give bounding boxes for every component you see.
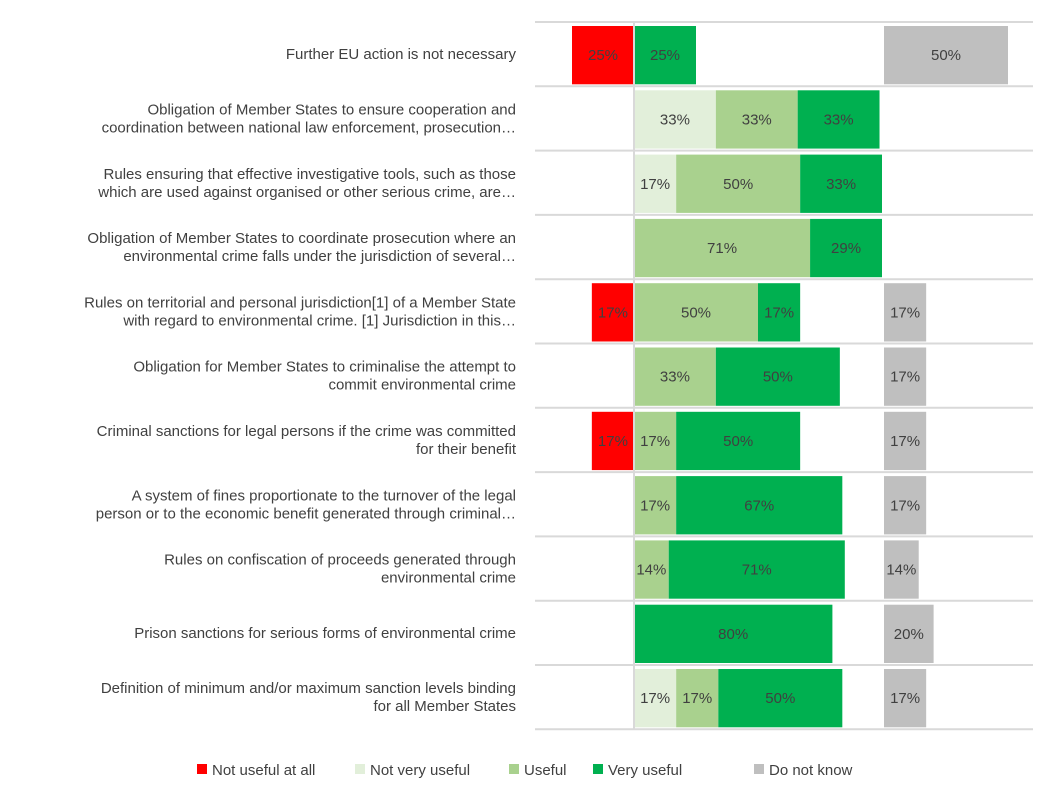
data-label: 17% — [598, 304, 628, 321]
bar-very-useful — [715, 347, 840, 406]
bar-useful — [634, 476, 677, 535]
bar-do-not-know — [884, 604, 934, 663]
data-label: 17% — [890, 433, 920, 450]
category-label: Criminal sanctions for legal persons if … — [97, 423, 517, 458]
data-label: 25% — [650, 47, 680, 64]
bar-not-very-useful — [634, 154, 677, 213]
data-label: 17% — [640, 497, 670, 514]
legend-label: Very useful — [608, 762, 682, 779]
data-label: 17% — [640, 176, 670, 193]
data-label: 67% — [744, 497, 774, 514]
data-label: 50% — [931, 47, 961, 64]
bar-do-not-know — [884, 540, 919, 599]
bar-very-useful — [676, 411, 801, 471]
data-label: 33% — [660, 111, 690, 128]
bar-useful — [676, 669, 719, 728]
bar-very-useful — [634, 604, 833, 663]
data-label: 33% — [742, 111, 772, 128]
legend-label: Not useful at all — [212, 762, 315, 779]
category-label: Rules on territorial and personal jurisd… — [84, 294, 516, 329]
legend-swatch — [509, 764, 519, 774]
data-label: 33% — [660, 369, 690, 386]
data-label: 50% — [723, 176, 753, 193]
category-label: Rules on confiscation of proceeds genera… — [164, 552, 516, 587]
data-label: 33% — [826, 176, 856, 193]
bar-not-very-useful — [634, 669, 677, 728]
category-label: Rules ensuring that effective investigat… — [97, 166, 516, 201]
data-label: 17% — [640, 690, 670, 707]
legend-label: Useful — [524, 762, 567, 779]
bar-not-very-useful — [634, 90, 716, 149]
bar-do-not-know — [884, 283, 927, 342]
legend-swatch — [593, 764, 603, 774]
bar-not-useful-at-all — [572, 26, 634, 85]
data-label: 17% — [890, 304, 920, 321]
bar-useful — [634, 347, 716, 406]
category-label: Obligation for Member States to criminal… — [133, 359, 516, 394]
data-label: 14% — [636, 562, 666, 579]
category-label: Obligation of Member States to coordinat… — [87, 230, 516, 265]
bar-very-useful — [758, 283, 801, 342]
bar-very-useful — [676, 476, 843, 535]
category-label: A system of fines proportionate to the t… — [96, 487, 516, 522]
data-label: 17% — [682, 690, 712, 707]
bar-very-useful — [797, 90, 880, 149]
bar-not-useful-at-all — [591, 283, 634, 342]
data-label: 17% — [640, 433, 670, 450]
data-label: 50% — [765, 690, 795, 707]
data-label: 50% — [681, 304, 711, 321]
bar-very-useful — [800, 154, 882, 213]
bar-do-not-know — [884, 347, 927, 406]
bar-useful — [634, 218, 811, 278]
data-label: 29% — [831, 240, 861, 257]
data-label: 17% — [890, 690, 920, 707]
data-label: 17% — [764, 304, 794, 321]
category-label: Definition of minimum and/or maximum san… — [101, 680, 516, 715]
data-label: 17% — [890, 497, 920, 514]
legend-swatch — [754, 764, 764, 774]
data-label: 17% — [598, 433, 628, 450]
data-label: 25% — [588, 47, 618, 64]
bar-do-not-know — [884, 476, 927, 535]
data-label: 50% — [723, 433, 753, 450]
bar-very-useful — [668, 540, 845, 599]
category-label: Prison sanctions for serious forms of en… — [134, 625, 516, 642]
bar-do-not-know — [884, 669, 927, 728]
bar-very-useful — [810, 218, 882, 278]
bar-useful — [634, 283, 758, 342]
bar-do-not-know — [884, 26, 1008, 85]
bar-useful — [676, 154, 801, 213]
data-label: 80% — [718, 626, 748, 643]
data-label: 14% — [886, 562, 916, 579]
data-label: 20% — [894, 626, 924, 643]
bar-useful — [634, 411, 677, 471]
bar-useful — [634, 540, 669, 599]
data-label: 71% — [742, 562, 772, 579]
bar-not-useful-at-all — [591, 411, 634, 471]
data-label: 71% — [707, 240, 737, 257]
bar-useful — [715, 90, 798, 149]
bar-do-not-know — [884, 411, 927, 471]
bar-very-useful — [634, 26, 696, 85]
data-label: 17% — [890, 369, 920, 386]
legend-label: Not very useful — [370, 762, 470, 779]
bar-very-useful — [718, 669, 843, 728]
data-label: 33% — [824, 111, 854, 128]
legend-label: Do not know — [769, 762, 853, 779]
category-label: Further EU action is not necessary — [286, 46, 517, 63]
category-label: Obligation of Member States to ensure co… — [102, 101, 516, 136]
legend-swatch — [197, 764, 207, 774]
data-label: 50% — [763, 369, 793, 386]
legend-swatch — [355, 764, 365, 774]
